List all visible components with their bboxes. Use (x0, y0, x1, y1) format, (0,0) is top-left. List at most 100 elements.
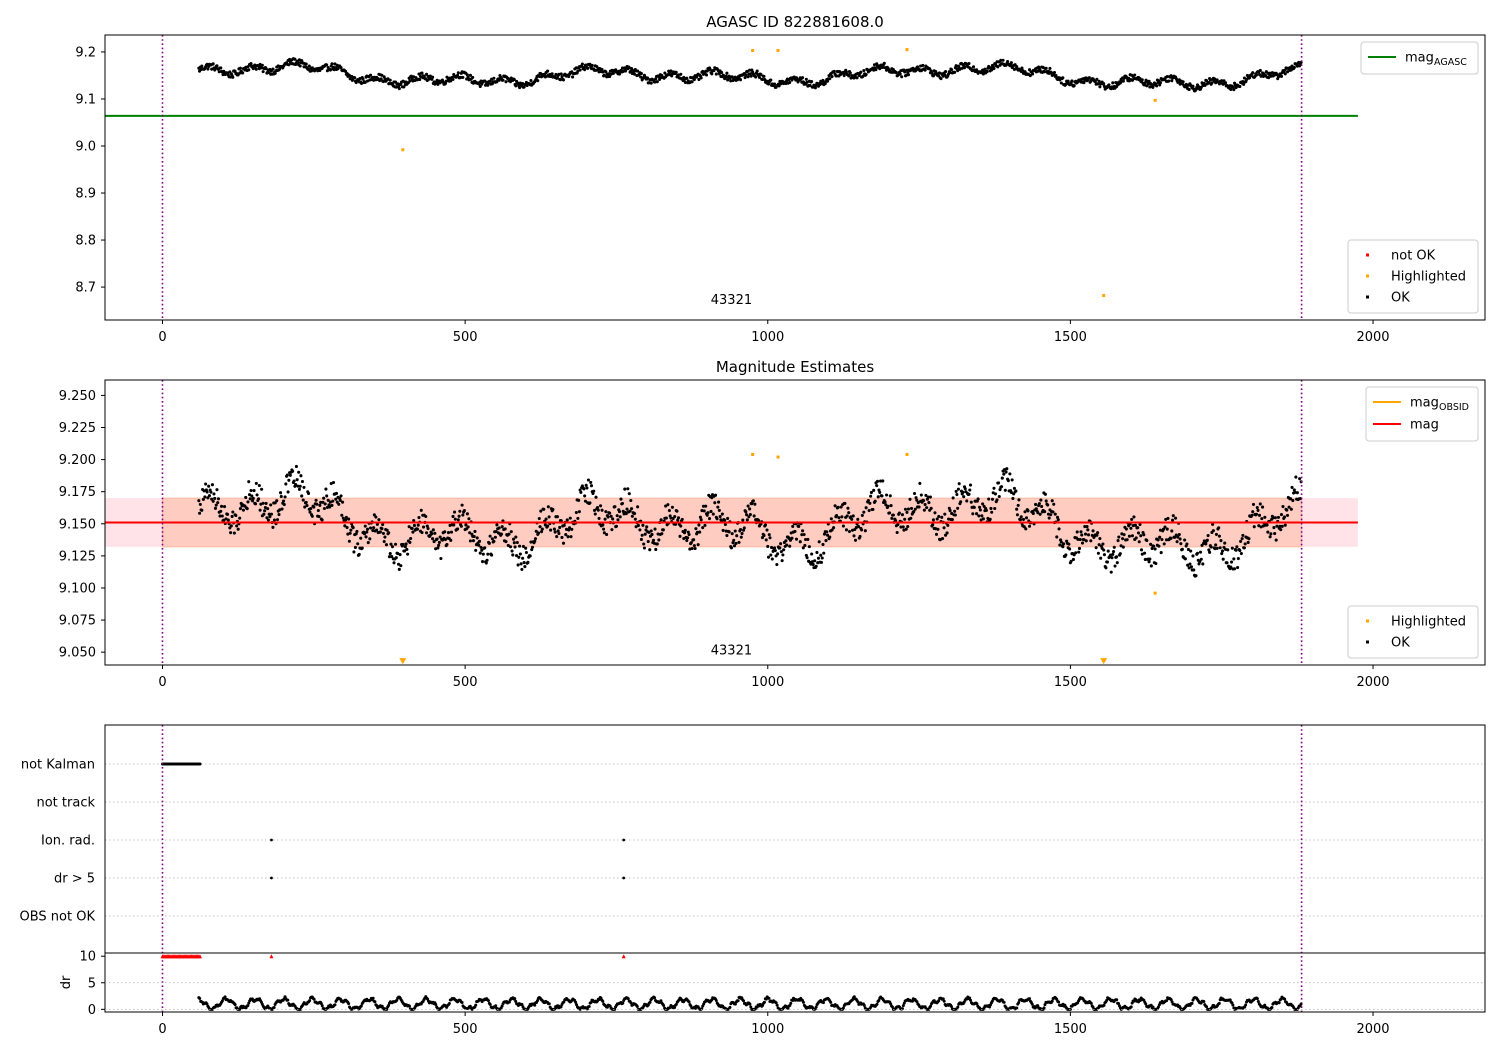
axes-frame (104, 379, 1486, 666)
data-point (474, 548, 478, 552)
data-point (867, 509, 871, 513)
dr-point (801, 1000, 805, 1004)
data-point (1083, 78, 1087, 82)
data-point (666, 503, 670, 507)
data-point (972, 65, 976, 69)
data-point (816, 556, 820, 560)
data-point (304, 62, 308, 66)
data-point (325, 63, 329, 67)
data-point (976, 497, 980, 501)
data-point (308, 510, 312, 514)
data-point (701, 526, 705, 530)
data-point (1226, 548, 1230, 552)
data-point (521, 556, 525, 560)
data-point (801, 76, 805, 80)
data-point (1161, 527, 1165, 531)
data-point (615, 514, 619, 518)
dr-clipped-marker (621, 954, 626, 959)
data-point (305, 504, 309, 508)
data-point (703, 523, 707, 527)
dr-point (407, 1004, 411, 1008)
data-point (769, 553, 773, 557)
data-point (425, 72, 429, 76)
data-point (847, 511, 851, 515)
data-point (567, 526, 572, 530)
data-point (1076, 537, 1080, 541)
data-point (833, 504, 837, 508)
data-point (1255, 506, 1259, 510)
data-point (956, 506, 960, 510)
data-point (559, 72, 563, 76)
data-point (1231, 85, 1235, 89)
data-point (1014, 489, 1018, 493)
data-point (465, 73, 469, 77)
data-point (785, 543, 789, 547)
data-point (891, 513, 895, 517)
data-point (837, 516, 841, 520)
data-point (1199, 557, 1203, 561)
data-point (515, 554, 519, 558)
data-point (522, 85, 526, 89)
data-point (456, 71, 460, 75)
data-point (1195, 551, 1200, 555)
data-point (670, 505, 674, 509)
data-point (673, 522, 678, 526)
data-point (639, 72, 643, 76)
data-point (1279, 513, 1284, 517)
data-point (607, 72, 611, 76)
data-point (408, 540, 412, 544)
data-point (1138, 522, 1142, 527)
data-point (916, 65, 920, 69)
data-point (1247, 537, 1251, 541)
data-point (451, 77, 455, 81)
data-point (655, 80, 659, 84)
data-point (1295, 491, 1299, 495)
dr-point (1202, 1000, 1206, 1004)
data-point (403, 549, 407, 553)
data-point (874, 68, 878, 72)
data-point (604, 510, 608, 514)
data-point (283, 495, 287, 499)
data-point (1077, 546, 1082, 551)
data-point (1188, 562, 1192, 566)
data-point (710, 496, 714, 500)
data-point (806, 537, 810, 541)
dr-point (385, 1007, 389, 1011)
data-point (639, 537, 643, 541)
data-point (1024, 516, 1029, 520)
data-point (700, 509, 704, 513)
data-point (485, 558, 489, 562)
data-point (359, 536, 363, 540)
data-point (649, 529, 653, 533)
data-point (1147, 79, 1151, 83)
data-point (873, 499, 877, 503)
data-point (539, 509, 543, 513)
data-point (432, 540, 436, 544)
data-point (770, 557, 774, 561)
data-point (1273, 516, 1277, 520)
data-point (617, 510, 622, 514)
x-tick-label: 1000 (751, 330, 784, 345)
data-point (1155, 84, 1159, 88)
data-point (813, 559, 817, 563)
data-point (1211, 522, 1215, 526)
data-point (956, 487, 960, 491)
data-point (1087, 76, 1091, 80)
data-point (468, 539, 472, 543)
data-point (1072, 84, 1076, 88)
dr-point (901, 1004, 905, 1008)
data-point (1149, 564, 1153, 568)
data-point (586, 478, 590, 482)
data-point (1046, 503, 1050, 507)
dr-point (862, 1003, 866, 1007)
data-point (269, 512, 274, 516)
data-point (953, 513, 957, 517)
data-point (1236, 566, 1240, 570)
data-point (1170, 529, 1174, 533)
data-point (262, 512, 266, 516)
data-point (919, 493, 923, 497)
data-point (660, 532, 664, 536)
data-point (574, 511, 578, 515)
data-point (950, 68, 954, 72)
data-point (727, 530, 731, 534)
